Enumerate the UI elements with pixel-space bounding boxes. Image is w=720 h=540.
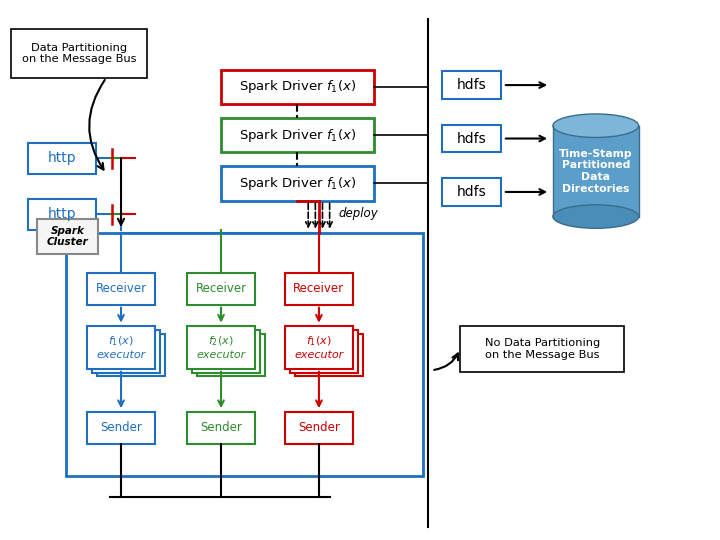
Text: Receiver: Receiver (96, 282, 147, 295)
FancyBboxPatch shape (197, 334, 265, 376)
FancyBboxPatch shape (28, 199, 96, 230)
FancyBboxPatch shape (187, 273, 255, 305)
Text: Spark Driver $f_1(x)$: Spark Driver $f_1(x)$ (239, 78, 356, 96)
FancyBboxPatch shape (553, 126, 639, 217)
FancyBboxPatch shape (192, 330, 260, 373)
FancyBboxPatch shape (221, 166, 374, 200)
Text: Receiver: Receiver (293, 282, 344, 295)
FancyBboxPatch shape (66, 233, 423, 476)
FancyBboxPatch shape (28, 143, 96, 174)
Text: $f_1(x)$
executor: $f_1(x)$ executor (96, 335, 145, 360)
Text: http: http (48, 151, 76, 165)
FancyBboxPatch shape (87, 326, 155, 369)
Text: deploy: deploy (339, 207, 379, 220)
FancyBboxPatch shape (87, 411, 155, 444)
FancyBboxPatch shape (442, 125, 500, 152)
FancyBboxPatch shape (187, 411, 255, 444)
FancyBboxPatch shape (92, 330, 160, 373)
Text: Receiver: Receiver (195, 282, 247, 295)
FancyBboxPatch shape (187, 326, 255, 369)
Text: Sender: Sender (200, 421, 242, 434)
Text: Sender: Sender (298, 421, 340, 434)
Ellipse shape (553, 205, 639, 228)
FancyBboxPatch shape (97, 334, 165, 376)
Text: $f_2(x)$
executor: $f_2(x)$ executor (197, 335, 246, 360)
FancyBboxPatch shape (442, 178, 500, 206)
Text: hdfs: hdfs (456, 78, 486, 92)
Text: $f_1(x)$
executor: $f_1(x)$ executor (294, 335, 343, 360)
Text: http: http (48, 207, 76, 221)
FancyBboxPatch shape (37, 219, 98, 254)
Text: Data Partitioning
on the Message Bus: Data Partitioning on the Message Bus (22, 43, 137, 64)
FancyBboxPatch shape (290, 330, 358, 373)
FancyBboxPatch shape (285, 326, 353, 369)
Text: Spark
Cluster: Spark Cluster (47, 226, 89, 247)
Text: Time-Stamp
Partitioned
Data
Directories: Time-Stamp Partitioned Data Directories (559, 148, 633, 193)
Text: Spark Driver $f_1(x)$: Spark Driver $f_1(x)$ (239, 126, 356, 144)
Text: hdfs: hdfs (456, 185, 486, 199)
FancyBboxPatch shape (295, 334, 363, 376)
FancyBboxPatch shape (460, 326, 624, 372)
FancyBboxPatch shape (285, 411, 353, 444)
FancyBboxPatch shape (221, 70, 374, 104)
Ellipse shape (553, 114, 639, 138)
FancyBboxPatch shape (442, 71, 500, 99)
Text: No Data Partitioning
on the Message Bus: No Data Partitioning on the Message Bus (485, 338, 600, 360)
FancyBboxPatch shape (221, 118, 374, 152)
FancyBboxPatch shape (87, 273, 155, 305)
Text: Spark Driver $f_1(x)$: Spark Driver $f_1(x)$ (239, 174, 356, 192)
FancyBboxPatch shape (285, 273, 353, 305)
FancyBboxPatch shape (12, 30, 147, 78)
Text: hdfs: hdfs (456, 132, 486, 145)
Text: Sender: Sender (100, 421, 142, 434)
